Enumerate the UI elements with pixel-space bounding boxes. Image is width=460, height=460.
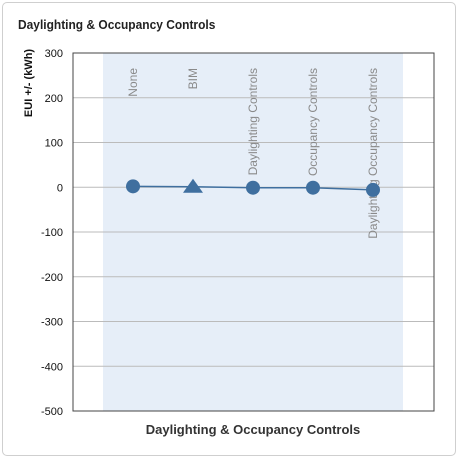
plot-frame (72, 52, 435, 412)
category-label: Occupancy Controls (306, 68, 320, 176)
data-point[interactable] (246, 180, 260, 195)
series-markers (126, 178, 380, 197)
y-tick-label: -100 (41, 227, 63, 239)
category-label: None (126, 68, 140, 97)
y-tick-label: 300 (45, 48, 63, 60)
category-label: BIM (186, 68, 200, 89)
y-tick-label: 100 (45, 138, 63, 150)
y-axis-label: EUI +/- (kWh) (23, 49, 35, 117)
y-tick-label: -500 (41, 406, 63, 418)
y-tick-label: -300 (41, 317, 63, 329)
y-tick-label: -400 (41, 361, 63, 373)
category-label: Daylighting Occupancy Controls (366, 68, 380, 239)
y-tick-label: 0 (57, 182, 63, 194)
y-tick-label: -200 (41, 272, 63, 284)
y-tick-labels: 300 200 100 0 -100 -200 -300 -400 -500 (41, 48, 63, 418)
y-tick-label: 200 (45, 93, 63, 105)
panel-title: Daylighting & Occupancy Controls (18, 17, 216, 32)
data-point[interactable] (366, 182, 380, 197)
data-point[interactable] (126, 179, 140, 194)
data-point[interactable] (306, 180, 320, 195)
category-labels: None BIM Daylighting Controls Occupancy Con… (126, 68, 380, 239)
category-label: Daylighting Controls (246, 68, 260, 175)
x-axis-label: Daylighting & Occupancy Controls (146, 422, 361, 437)
data-point-triangle[interactable] (183, 178, 203, 193)
